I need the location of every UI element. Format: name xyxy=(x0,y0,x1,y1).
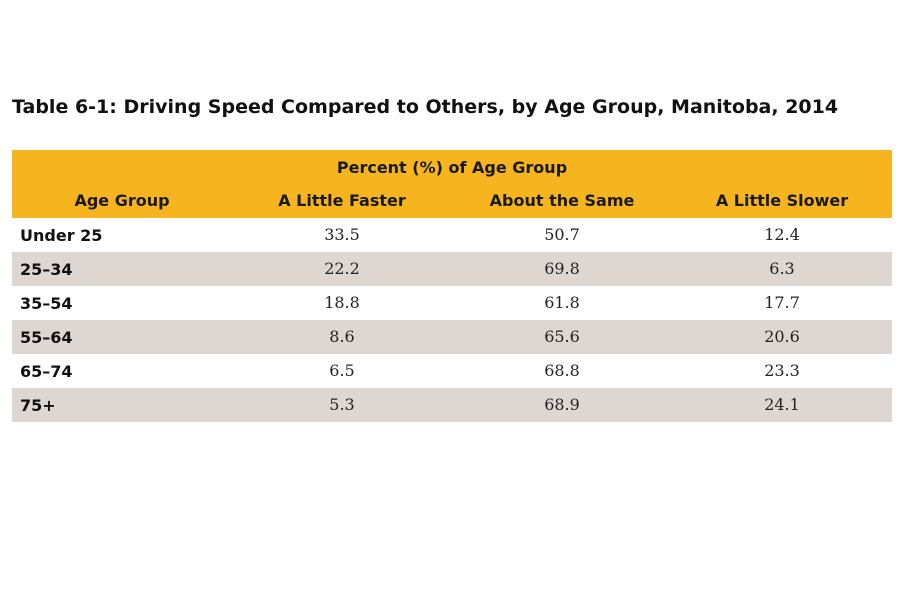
cell-value: 23.3 xyxy=(764,361,800,380)
cell-value: 50.7 xyxy=(544,225,580,244)
table-title: Table 6-1: Driving Speed Compared to Oth… xyxy=(12,96,839,118)
cell-value: 12.4 xyxy=(764,225,800,244)
row-label: 25–34 xyxy=(20,260,73,279)
cell-value: 6.5 xyxy=(329,361,355,380)
cell-value: 5.3 xyxy=(329,395,355,414)
column-header: Age Group xyxy=(74,191,170,210)
column-header: A Little Faster xyxy=(278,191,406,210)
row-label: 75+ xyxy=(20,396,56,415)
row-label: 55–64 xyxy=(20,328,73,347)
cell-value: 8.6 xyxy=(329,327,355,346)
cell-value: 33.5 xyxy=(324,225,360,244)
table-row: 25–34 22.2 69.8 6.3 xyxy=(12,252,892,286)
header-band: Percent (%) of Age Group Age Group A Litt… xyxy=(12,150,892,218)
cell-value: 24.1 xyxy=(764,395,800,414)
table-row: 35–54 18.8 61.8 17.7 xyxy=(12,286,892,320)
cell-value: 6.3 xyxy=(769,259,795,278)
cell-value: 20.6 xyxy=(764,327,800,346)
column-header: A Little Slower xyxy=(715,191,849,210)
cell-value: 65.6 xyxy=(544,327,580,346)
cell-value: 17.7 xyxy=(764,293,800,312)
row-label: 35–54 xyxy=(20,294,73,313)
row-label: 65–74 xyxy=(20,362,73,381)
cell-value: 68.9 xyxy=(544,395,580,414)
cell-value: 61.8 xyxy=(544,293,580,312)
cell-value: 22.2 xyxy=(324,259,360,278)
cell-value: 69.8 xyxy=(544,259,580,278)
table-row: 75+ 5.3 68.9 24.1 xyxy=(12,388,892,422)
group-header-text: Percent (%) of Age Group xyxy=(336,158,568,177)
table: Percent (%) of Age Group Age Group A Litt… xyxy=(12,150,892,422)
column-header: About the Same xyxy=(489,191,635,210)
cell-value: 18.8 xyxy=(324,293,360,312)
table-row: 65–74 6.5 68.8 23.3 xyxy=(12,354,892,388)
cell-value: 68.8 xyxy=(544,361,580,380)
row-label: Under 25 xyxy=(20,226,103,245)
table-row: 55–64 8.6 65.6 20.6 xyxy=(12,320,892,354)
table-row: Under 25 33.5 50.7 12.4 xyxy=(12,218,892,252)
